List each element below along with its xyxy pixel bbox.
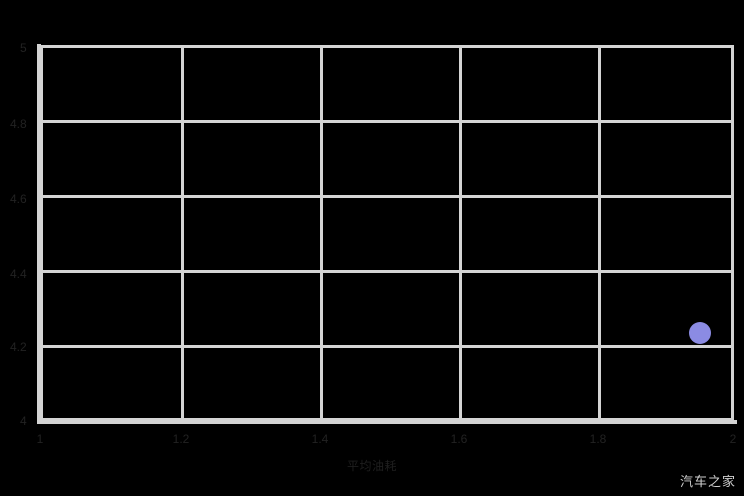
y-tick-label: 4.6 — [10, 192, 27, 206]
x-tick-label: 2 — [729, 432, 737, 446]
data-point[interactable] — [689, 322, 711, 344]
x-tick-label: 1.6 — [450, 432, 468, 446]
watermark: 汽车之家 — [679, 475, 736, 490]
gridline-horizontal — [40, 45, 734, 48]
x-tick-label: 1.2 — [172, 432, 190, 446]
gridline-vertical — [320, 45, 323, 421]
gridline-horizontal — [40, 195, 734, 198]
x-tick-label: 1.4 — [311, 432, 329, 446]
x-tick-label: 1 — [36, 432, 44, 446]
gridline-vertical — [459, 45, 462, 421]
gridline-horizontal — [40, 270, 734, 273]
y-axis-line — [37, 44, 41, 424]
x-axis-title: 平均油耗 — [346, 459, 397, 473]
gridline-horizontal — [40, 120, 734, 123]
plot-area — [40, 45, 734, 421]
y-tick-label: 4.4 — [10, 267, 27, 281]
y-tick-label: 5 — [20, 41, 27, 55]
y-tick-label: 4 — [20, 414, 27, 428]
y-tick-label: 4.8 — [10, 117, 27, 131]
gridline-vertical — [598, 45, 601, 421]
x-tick-label: 1.8 — [589, 432, 607, 446]
gridline-vertical — [731, 45, 734, 421]
x-axis-line — [37, 420, 737, 424]
gridline-vertical — [181, 45, 184, 421]
y-tick-label: 4.2 — [10, 340, 27, 354]
gridline-vertical — [40, 45, 43, 421]
gridline-horizontal — [40, 418, 734, 421]
gridline-horizontal — [40, 345, 734, 348]
